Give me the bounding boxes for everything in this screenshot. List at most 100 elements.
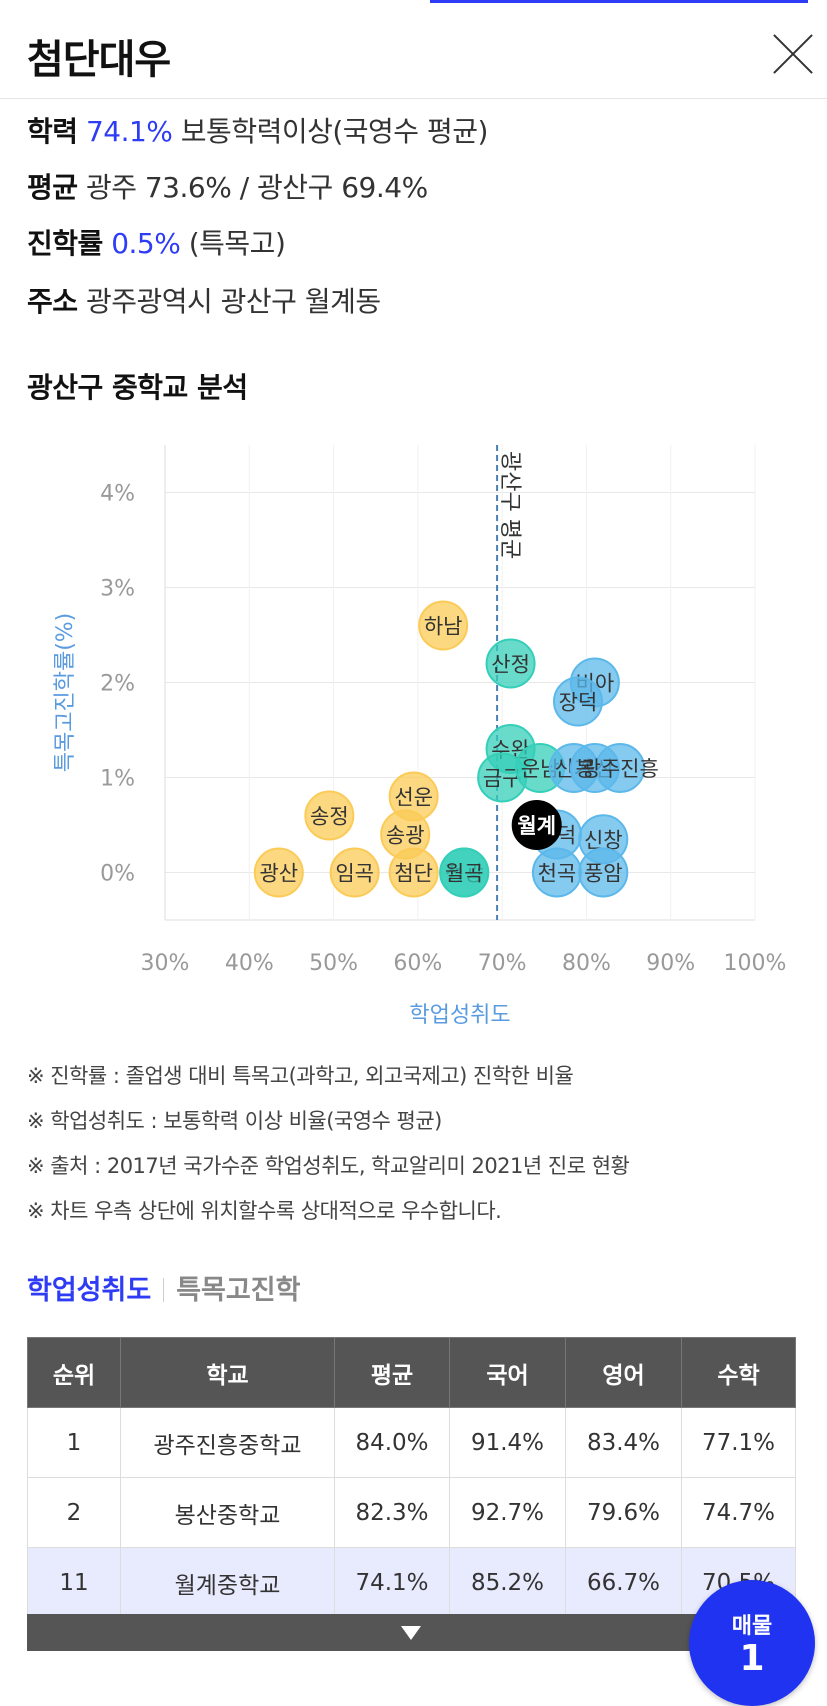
info-achievement: 학력 74.1% 보통학력이상(국영수 평균) <box>27 110 488 150</box>
data-point <box>511 800 562 850</box>
table-cell: 92.7% <box>449 1477 566 1548</box>
data-point-label: 월계 <box>517 814 556 838</box>
data-point <box>329 847 380 898</box>
top-accent-bar <box>430 0 808 3</box>
data-point-label: 송정 <box>310 805 349 829</box>
tab-bar: 학업성취도 특목고진학 <box>27 1268 300 1307</box>
column-header: 수학 <box>681 1337 796 1408</box>
x-tick-label: 100% <box>724 951 787 976</box>
data-point <box>304 790 355 841</box>
info-achievement-value: 74.1% <box>85 115 173 148</box>
data-point <box>485 638 536 689</box>
tab-advancement[interactable]: 특목고진학 <box>176 1275 301 1306</box>
table-row-highlighted[interactable]: 11 월계중학교 74.1% 85.2% 66.7% 70.5% <box>27 1547 796 1618</box>
table-cell: 74.7% <box>681 1477 796 1548</box>
table-cell: 83.4% <box>565 1407 682 1478</box>
data-point-label: 첨단 <box>394 862 433 886</box>
data-point-label: 광산 <box>259 862 298 886</box>
x-tick-label: 80% <box>562 951 611 976</box>
data-point-label: 송광 <box>386 824 425 848</box>
y-tick-label: 3% <box>100 577 135 602</box>
y-axis-label: 특목고진학률(%) <box>53 613 78 773</box>
data-point-label: 선운 <box>394 786 433 810</box>
table-cell: 1 <box>27 1407 121 1478</box>
x-axis-label: 학업성취도 <box>409 1003 510 1028</box>
table-cell: 월계중학교 <box>120 1547 335 1618</box>
data-point <box>439 847 490 898</box>
info-achievement-label: 학력 <box>27 115 78 148</box>
section-title: 광산구 중학교 분석 <box>27 371 248 404</box>
ranking-table: 순위 학교 평균 국어 영어 수학 1 광주진흥중학교 84.0% 91.4% … <box>27 1337 796 1618</box>
table-cell: 광주진흥중학교 <box>120 1407 335 1478</box>
info-average: 평균 광주 73.6% / 광산구 69.4% <box>27 166 428 206</box>
data-point-label: 풍암 <box>584 862 623 886</box>
table-row[interactable]: 1 광주진흥중학교 84.0% 91.4% 83.4% 77.1% <box>27 1407 796 1478</box>
tab-achievement[interactable]: 학업성취도 <box>27 1275 152 1306</box>
note-line: ※ 출처 : 2017년 국가수준 학업성취도, 학교알리미 2021년 진로 … <box>27 1154 630 1178</box>
table-cell: 79.6% <box>565 1477 682 1548</box>
y-tick-label: 1% <box>100 767 135 792</box>
column-header: 학교 <box>120 1337 335 1408</box>
info-address-text: 광주광역시 광산구 월계동 <box>85 285 381 318</box>
data-point <box>553 676 603 727</box>
fab-label: 매물 <box>731 1614 773 1639</box>
tab-divider <box>163 1278 165 1302</box>
table-cell: 82.3% <box>334 1477 450 1548</box>
data-point-label: 장덕 <box>559 691 598 715</box>
data-point <box>388 847 439 898</box>
caret-down-icon <box>401 1626 421 1640</box>
y-tick-label: 4% <box>100 482 135 507</box>
table-cell: 2 <box>27 1477 121 1548</box>
y-tick-label: 0% <box>100 862 135 887</box>
table-row[interactable]: 2 봉산중학교 82.3% 92.7% 79.6% 74.7% <box>27 1477 796 1548</box>
info-achievement-desc: 보통학력이상(국영수 평균) <box>180 115 489 148</box>
fab-count: 1 <box>739 1638 765 1679</box>
table-cell: 11 <box>27 1547 121 1618</box>
data-point-label: 하남 <box>424 615 463 639</box>
table-cell: 91.4% <box>449 1407 566 1478</box>
note-line: ※ 진학률 : 졸업생 대비 특목고(과학고, 외고국제고) 진학한 비율 <box>27 1064 574 1088</box>
info-average-label: 평균 <box>27 171 78 204</box>
table-cell: 66.7% <box>565 1547 682 1618</box>
x-tick-label: 40% <box>225 951 274 976</box>
data-point-label: 광주진흥 <box>582 757 659 781</box>
data-point <box>595 743 646 793</box>
scatter-chart: 4% 3% 2% 1% 0% 30% 40% 50% 60% 70% 80% 90% 100% 학업성취도… <box>53 445 787 1028</box>
header: 첨단대우 <box>0 3 827 99</box>
x-tick-label: 50% <box>309 951 358 976</box>
info-advancement-label: 진학률 <box>27 227 103 260</box>
y-tick-label: 2% <box>100 672 135 697</box>
table-cell: 84.0% <box>334 1407 450 1478</box>
data-point <box>418 600 469 651</box>
info-address: 주소 광주광역시 광산구 월계동 <box>27 280 381 320</box>
data-point-label: 산정 <box>491 653 530 677</box>
data-point-label: 월곡 <box>445 862 484 886</box>
listings-fab-button[interactable]: 매물 1 <box>689 1580 815 1706</box>
info-average-text: 광주 73.6% / 광산구 69.4% <box>85 171 428 204</box>
column-header: 국어 <box>449 1337 566 1408</box>
data-point-label: 금구 <box>483 767 522 791</box>
column-header: 평균 <box>334 1337 450 1408</box>
close-icon[interactable] <box>770 31 816 77</box>
x-tick-label: 60% <box>393 951 442 976</box>
x-tick-label: 70% <box>478 951 527 976</box>
expand-table-button[interactable] <box>27 1614 795 1651</box>
data-point-label: 천곡 <box>538 862 577 886</box>
x-tick-label: 30% <box>141 951 190 976</box>
info-advancement-desc: (특목고) <box>188 227 286 260</box>
info-advancement-value: 0.5% <box>111 227 181 260</box>
note-line: ※ 학업성취도 : 보통학력 이상 비율(국영수 평균) <box>27 1109 442 1133</box>
table-cell: 74.1% <box>334 1547 450 1618</box>
info-address-label: 주소 <box>27 285 78 318</box>
column-header: 영어 <box>565 1337 682 1408</box>
data-point <box>578 847 629 898</box>
data-point <box>253 847 304 898</box>
data-point-label: 임곡 <box>335 862 374 886</box>
info-advancement: 진학률 0.5% (특목고) <box>27 222 286 262</box>
average-reference-label: 광산구 평균 <box>497 451 522 559</box>
table-cell: 77.1% <box>681 1407 796 1478</box>
column-header: 순위 <box>27 1337 121 1408</box>
table-cell: 봉산중학교 <box>120 1477 335 1548</box>
table-header-row: 순위 학교 평균 국어 영어 수학 <box>27 1337 796 1408</box>
table-cell: 85.2% <box>449 1547 566 1618</box>
